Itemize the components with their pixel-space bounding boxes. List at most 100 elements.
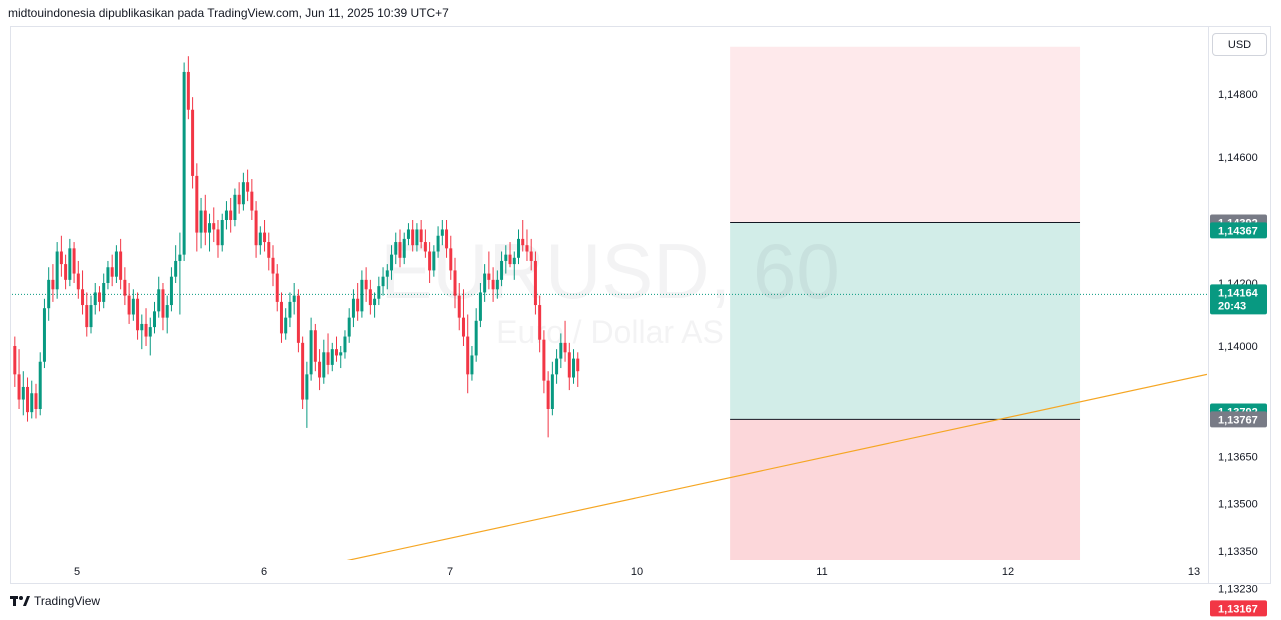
candle-body xyxy=(351,298,355,318)
candle-body xyxy=(390,254,394,271)
candle-body xyxy=(436,235,440,252)
candle-body xyxy=(208,223,212,233)
candle-up xyxy=(21,371,25,416)
candle-down xyxy=(72,242,76,283)
candle-body xyxy=(546,380,550,409)
candle-body xyxy=(576,358,580,372)
candle-body xyxy=(356,298,360,312)
candle-up xyxy=(102,273,106,309)
candle-body xyxy=(347,317,351,337)
price-badge: 1,13767 xyxy=(1218,414,1258,426)
candle-down xyxy=(250,179,254,220)
candle-body xyxy=(415,229,419,246)
currency-button[interactable]: USD xyxy=(1212,33,1267,56)
candle-body xyxy=(406,229,410,239)
candle-body xyxy=(174,260,178,277)
candle-up xyxy=(47,267,51,321)
price-badge: 1,13167 xyxy=(1218,603,1258,615)
candle-body xyxy=(186,71,190,110)
x-tick-label: 11 xyxy=(816,566,827,578)
candle-body xyxy=(140,323,144,331)
candle-up xyxy=(288,292,292,328)
candle-down xyxy=(26,377,30,422)
candle-body xyxy=(567,352,571,378)
candle-up xyxy=(55,242,59,299)
candle-body xyxy=(466,336,470,375)
candle-up xyxy=(174,245,178,283)
tradingview-logo[interactable]: TradingView xyxy=(10,594,100,608)
candle-body xyxy=(72,248,76,274)
candle-down xyxy=(364,267,368,302)
candle-body xyxy=(119,251,123,280)
candle-up xyxy=(131,289,135,321)
trendline xyxy=(346,373,1207,560)
y-tick-label: 1,14800 xyxy=(1218,89,1258,101)
candle-up xyxy=(406,223,410,246)
candle-body xyxy=(26,386,30,413)
candle-up xyxy=(381,267,385,296)
candle-body xyxy=(432,251,436,271)
candle-down xyxy=(186,56,190,120)
y-tick-label: 1,13650 xyxy=(1218,451,1258,463)
candle-down xyxy=(246,169,250,202)
candle-body xyxy=(559,342,563,359)
candle-body xyxy=(93,292,97,306)
candle-body xyxy=(360,279,364,312)
candle-body xyxy=(555,358,559,375)
candle-body xyxy=(572,358,576,378)
candle-body xyxy=(127,295,131,315)
y-tick-label: 1,14000 xyxy=(1218,341,1258,353)
candle-down xyxy=(195,163,199,252)
candle-body xyxy=(89,305,93,328)
candle-up xyxy=(516,229,520,265)
candle-body xyxy=(55,251,59,290)
candle-body xyxy=(529,251,533,261)
candle-body xyxy=(21,386,25,400)
publish-header: midtouindonesia dipublikasikan pada Trad… xyxy=(8,6,449,20)
candle-body xyxy=(394,242,398,255)
candle-down xyxy=(123,267,127,306)
candle-down xyxy=(538,295,542,353)
candle-body xyxy=(102,283,106,302)
candle-body xyxy=(495,279,499,290)
x-tick-label: 12 xyxy=(1002,566,1014,578)
candle-body xyxy=(457,295,461,318)
candle-down xyxy=(275,264,279,312)
candle-body xyxy=(313,330,317,362)
candle-body xyxy=(110,267,114,277)
candle-body xyxy=(144,323,148,337)
candle-up xyxy=(512,251,516,280)
candle-body xyxy=(491,279,495,290)
candle-down xyxy=(449,235,453,280)
candle-body xyxy=(42,308,46,362)
x-tick-label: 10 xyxy=(631,566,643,578)
candle-body xyxy=(512,257,516,265)
candle-up xyxy=(233,188,237,227)
candle-body xyxy=(229,210,233,220)
candle-body xyxy=(296,295,300,343)
candle-up xyxy=(208,213,212,252)
candle-up xyxy=(284,308,288,340)
candle-body xyxy=(326,352,330,365)
candle-up xyxy=(394,232,398,265)
candle-up xyxy=(178,232,182,315)
candle-body xyxy=(263,232,267,243)
candle-down xyxy=(525,229,529,261)
y-tick-label: 1,13500 xyxy=(1218,499,1258,511)
candle-body xyxy=(373,298,377,306)
candle-body xyxy=(301,342,305,400)
candle-down xyxy=(576,352,580,387)
candle-down xyxy=(263,220,267,252)
candle-up xyxy=(500,251,504,287)
candle-body xyxy=(271,257,275,274)
candle-up xyxy=(322,339,326,384)
candle-up xyxy=(258,226,262,255)
candle-up xyxy=(474,308,478,362)
candle-body xyxy=(237,194,241,205)
candle-down xyxy=(453,257,457,309)
candle-body xyxy=(195,175,199,233)
candle-body xyxy=(563,342,567,353)
candle-down xyxy=(161,283,165,331)
candle-body xyxy=(68,248,72,280)
